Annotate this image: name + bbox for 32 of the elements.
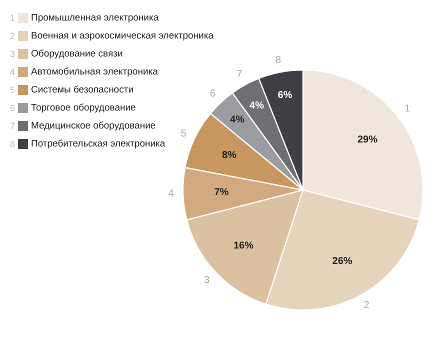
text: 6 (10, 103, 16, 113)
legend-label: Автомобильная электроника (31, 66, 159, 78)
text: 3 (204, 274, 210, 286)
text: 6 (210, 88, 216, 100)
data-label: 29% (357, 134, 378, 146)
legend-label: Оборудование связи (31, 48, 123, 60)
text: 5 (10, 85, 16, 95)
text: 3 (10, 49, 16, 59)
text: 5 (180, 128, 187, 140)
legend-label: Системы безопасности (31, 84, 134, 96)
data-label: 8% (222, 150, 236, 161)
text: 4 (10, 67, 16, 77)
text: 2 (364, 300, 370, 312)
text: 1 (10, 13, 16, 23)
data-label: 7% (214, 187, 229, 198)
data-label: 4% (230, 114, 245, 126)
legend-label: Торговое оборудование (31, 102, 136, 114)
text: 8 (10, 139, 16, 149)
text: 7 (10, 121, 16, 131)
text: 2 (10, 31, 16, 41)
legend-label: Медицинское оборудование (31, 120, 156, 132)
text: 7 (236, 68, 243, 80)
legend-label: Военная и аэрокосмическая электроника (31, 30, 214, 42)
text: 1 (404, 104, 411, 115)
data-label: 4% (250, 100, 264, 112)
legend-label: Потребительская электроника (31, 138, 166, 150)
legend-label: Промышленная электроника (31, 12, 160, 24)
text: 8 (275, 54, 282, 66)
data-label: 16% (234, 240, 254, 252)
data-label: 26% (332, 256, 352, 268)
text: 4 (168, 188, 174, 200)
data-label: 6% (278, 90, 292, 102)
